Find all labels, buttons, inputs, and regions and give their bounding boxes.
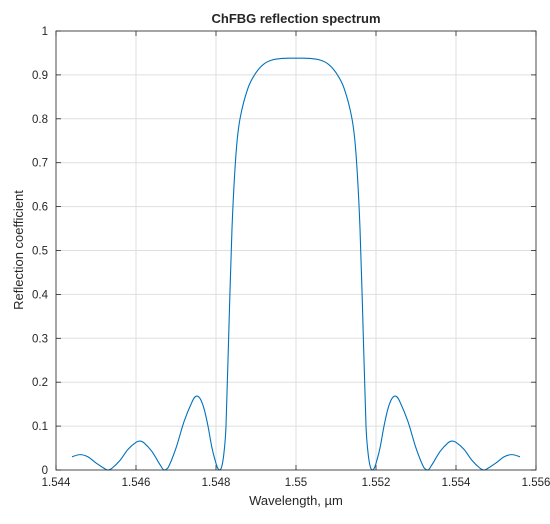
- x-tick-label: 1.55: [285, 477, 307, 489]
- y-tick-label: 0: [42, 465, 48, 477]
- x-tick-label: 1.548: [202, 477, 231, 489]
- y-tick-label: 0.9: [32, 70, 48, 82]
- x-tick-label: 1.544: [42, 477, 71, 489]
- y-tick-label: 0.1: [32, 421, 48, 433]
- y-tick-label: 0.8: [32, 114, 48, 126]
- y-tick-label: 0.6: [32, 202, 48, 214]
- x-tick-label: 1.552: [362, 477, 391, 489]
- x-tick-label: 1.546: [122, 477, 151, 489]
- y-tick-label: 0.2: [32, 377, 48, 389]
- chart-title: ChFBG reflection spectrum: [211, 11, 380, 26]
- y-tick-label: 1: [42, 26, 48, 38]
- y-tick-label: 0.3: [32, 333, 48, 345]
- x-tick-label: 1.554: [442, 477, 471, 489]
- y-tick-label: 0.7: [32, 158, 48, 170]
- series-layer: [71, 57, 521, 471]
- plot-area-frame: [55, 30, 537, 471]
- x-axis-label: Wavelength, µm: [249, 493, 343, 508]
- y-axis-label: Reflection coefficient: [11, 190, 26, 310]
- reflection-series-line: [71, 57, 521, 471]
- y-tick-label: 0.5: [32, 246, 48, 258]
- x-tick-label: 1.556: [522, 477, 550, 489]
- y-tick-label: 0.4: [32, 289, 49, 301]
- tick-labels: 1.544 1.546 1.548 1.55 1.552 1.554 1.556 0 0.1 0.…: [32, 26, 550, 489]
